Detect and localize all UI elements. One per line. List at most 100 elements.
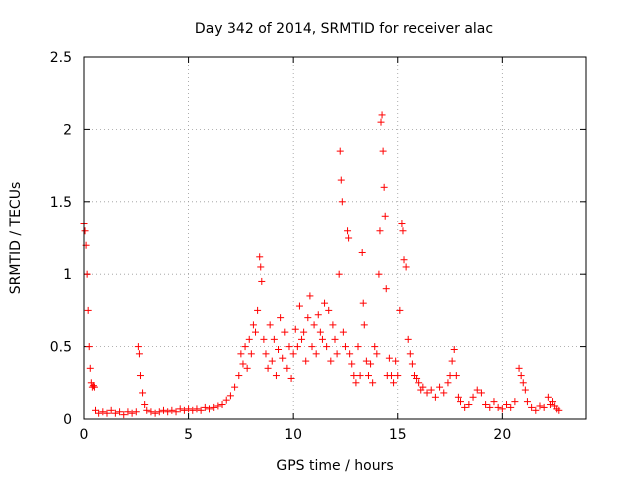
- data-point: [394, 372, 402, 380]
- data-point: [329, 321, 337, 329]
- data-point: [436, 383, 444, 391]
- data-point: [312, 350, 320, 358]
- data-point: [325, 306, 333, 314]
- data-point: [519, 379, 527, 387]
- data-point: [431, 393, 439, 401]
- data-point: [346, 350, 354, 358]
- data-point: [164, 408, 172, 416]
- data-point: [327, 357, 335, 365]
- data-point: [193, 405, 201, 413]
- data-point: [544, 393, 552, 401]
- data-point: [359, 299, 367, 307]
- y-tick-label: 0.5: [50, 340, 72, 356]
- data-point: [252, 328, 260, 336]
- data-point: [260, 335, 268, 343]
- data-point: [408, 360, 416, 368]
- data-point: [396, 306, 404, 314]
- data-point: [132, 408, 140, 416]
- data-point: [95, 409, 103, 417]
- data-point: [136, 372, 144, 380]
- data-points: [80, 111, 563, 419]
- data-point: [168, 406, 176, 414]
- data-point: [90, 383, 98, 391]
- data-point: [185, 405, 193, 413]
- data-point: [413, 374, 421, 382]
- data-point: [89, 382, 97, 390]
- data-point: [360, 321, 368, 329]
- data-point: [454, 393, 462, 401]
- data-point: [120, 411, 128, 419]
- data-point: [99, 408, 107, 416]
- data-point: [84, 306, 92, 314]
- data-point: [281, 328, 289, 336]
- data-point: [532, 406, 540, 414]
- data-point: [231, 383, 239, 391]
- data-point: [249, 321, 257, 329]
- data-point: [515, 364, 523, 372]
- data-point: [369, 379, 377, 387]
- data-point: [486, 403, 494, 411]
- data-point: [270, 335, 278, 343]
- data-point: [197, 406, 205, 414]
- data-point: [85, 343, 93, 351]
- data-point: [341, 343, 349, 351]
- data-point: [390, 379, 398, 387]
- data-point: [143, 406, 151, 414]
- data-point: [335, 270, 343, 278]
- data-point: [302, 357, 310, 365]
- data-point: [364, 372, 372, 380]
- data-point: [151, 409, 159, 417]
- data-point: [222, 396, 230, 404]
- data-point: [375, 270, 383, 278]
- data-point: [511, 398, 519, 406]
- data-point: [172, 408, 180, 416]
- data-point: [92, 406, 100, 414]
- data-point: [283, 364, 291, 372]
- data-point: [176, 405, 184, 413]
- data-point: [382, 285, 390, 293]
- data-point: [308, 343, 316, 351]
- data-point: [134, 343, 142, 351]
- data-point: [306, 292, 314, 300]
- data-point: [266, 321, 274, 329]
- data-point: [427, 386, 435, 394]
- data-point: [402, 263, 410, 271]
- data-point: [264, 364, 272, 372]
- data-point: [235, 372, 243, 380]
- data-point: [336, 147, 344, 155]
- data-point: [461, 403, 469, 411]
- data-point: [473, 386, 481, 394]
- grid-lines: [84, 57, 586, 419]
- data-point: [517, 372, 525, 380]
- data-point: [465, 401, 473, 409]
- data-point: [379, 147, 387, 155]
- data-point: [344, 227, 352, 235]
- y-tick-label: 0: [63, 412, 72, 428]
- data-point: [206, 405, 213, 413]
- data-point: [310, 321, 318, 329]
- data-point: [354, 343, 362, 351]
- data-point: [440, 389, 448, 397]
- data-point: [469, 393, 477, 401]
- data-point: [540, 403, 548, 411]
- data-point: [318, 335, 326, 343]
- data-point: [237, 350, 245, 358]
- x-tick-label: 5: [184, 427, 193, 443]
- data-point: [549, 398, 557, 406]
- data-point: [404, 335, 412, 343]
- data-point: [498, 405, 506, 413]
- plot-frame: [83, 56, 587, 420]
- data-point: [243, 364, 251, 372]
- data-point: [555, 406, 563, 414]
- data-point: [446, 372, 454, 380]
- data-point: [423, 389, 431, 397]
- x-tick-label: 0: [80, 427, 89, 443]
- data-point: [287, 374, 295, 382]
- data-point: [159, 406, 167, 414]
- data-point: [256, 253, 264, 261]
- data-point: [400, 256, 408, 264]
- data-point: [277, 314, 285, 322]
- x-tick-label: 20: [493, 427, 511, 443]
- data-point: [103, 409, 111, 417]
